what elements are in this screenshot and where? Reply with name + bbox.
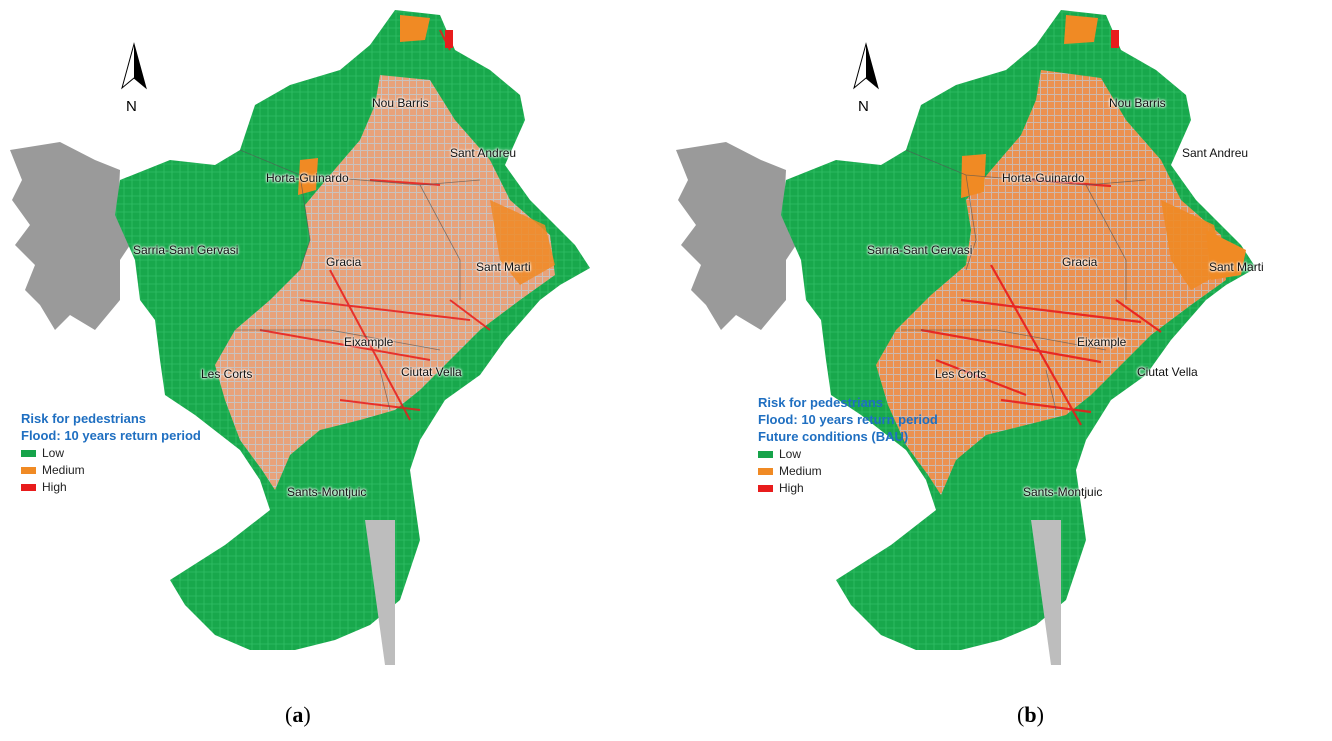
district-label: Ciutat Vella [401, 365, 462, 379]
map-panel-b: N Nou Barris Sant Andreu Horta-Guinardo … [666, 0, 1332, 741]
district-label: Les Corts [201, 367, 253, 381]
legend-subtitle: Future conditions (BAU) [758, 429, 909, 444]
legend-item-high: High [21, 479, 201, 495]
medium-risk-patch [490, 200, 555, 285]
terrain-area [676, 142, 806, 330]
legend-swatch-medium [21, 466, 36, 474]
north-label: N [126, 98, 137, 115]
legend-swatch-high [758, 484, 773, 492]
legend-label: Medium [42, 463, 85, 477]
high-risk-patch [445, 30, 453, 48]
legend-swatch-high [21, 483, 36, 491]
map-panel-a: N Nou Barris Sant Andreu Horta-Guinardo … [10, 10, 590, 727]
terrain-area [10, 142, 140, 330]
legend-subtitle: Flood: 10 years return period [21, 428, 201, 443]
district-label: Sant Marti [1209, 260, 1264, 274]
legend-label: Medium [779, 464, 822, 478]
high-risk-streets [920, 178, 1162, 426]
north-label: N [858, 98, 869, 115]
medium-risk-patch [298, 158, 318, 195]
high-risk-patch [1111, 30, 1119, 48]
risk-map-a [10, 10, 590, 665]
district-label: Sarria-Sant Gervasi [867, 243, 973, 257]
legend-swatch-medium [758, 467, 773, 475]
district-borders [901, 149, 1147, 411]
district-label: Horta-Guinardo [266, 171, 349, 185]
district-label: Sants-Montjuic [287, 485, 367, 499]
district-medium-risk-area [215, 75, 555, 490]
legend-item-low: Low [758, 446, 938, 462]
district-label: Sants-Montjuic [1023, 485, 1103, 499]
legend-item-medium: Medium [758, 463, 938, 479]
legend-subtitle: Flood: 10 years return period [758, 412, 938, 427]
north-arrow-icon [121, 42, 147, 90]
legend-title: Risk for pedestrians [758, 395, 883, 410]
district-label: Nou Barris [372, 96, 429, 110]
legend-item-high: High [758, 480, 938, 496]
district-label: Gracia [1062, 255, 1098, 269]
panel-caption: (a) [285, 702, 311, 727]
district-label: Sant Andreu [1182, 146, 1249, 160]
legend-swatch-low [758, 450, 773, 458]
map-legend: Risk for pedestrians Flood: 10 years ret… [21, 410, 201, 495]
legend-label: High [42, 480, 67, 494]
medium-risk-patch [1064, 15, 1098, 44]
north-arrow: N [116, 42, 152, 115]
north-arrow: N [848, 42, 884, 115]
district-label: Ciutat Vella [1137, 365, 1198, 379]
district-medium-risk-area [876, 70, 1226, 495]
map-legend: Risk for pedestrians Flood: 10 years ret… [758, 394, 938, 496]
port-area [365, 520, 395, 665]
district-borders [235, 149, 481, 411]
caption-letter: a [292, 702, 304, 727]
legend-label: High [779, 481, 804, 495]
risk-map-b [676, 10, 1256, 665]
medium-risk-patch [1206, 230, 1246, 280]
district-label: Eixample [1077, 335, 1127, 349]
district-label: Sant Marti [476, 260, 531, 274]
district-label: Les Corts [935, 367, 987, 381]
legend-item-low: Low [21, 445, 201, 461]
medium-risk-patch [400, 15, 430, 42]
district-label: Nou Barris [1109, 96, 1166, 110]
legend-swatch-low [21, 449, 36, 457]
legend-label: Low [42, 446, 65, 460]
port-area [1031, 520, 1061, 665]
north-arrow-icon [853, 42, 879, 90]
legend-label: Low [779, 447, 802, 461]
legend-title: Risk for pedestrians [21, 411, 146, 426]
district-label: Sant Andreu [450, 146, 517, 160]
legend-item-medium: Medium [21, 462, 201, 478]
district-label: Eixample [344, 335, 394, 349]
district-label: Horta-Guinardo [1002, 171, 1085, 185]
district-label: Sarria-Sant Gervasi [133, 243, 239, 257]
district-label: Gracia [326, 255, 362, 269]
caption-letter: b [1024, 702, 1037, 727]
panel-caption: (b) [1017, 702, 1044, 727]
